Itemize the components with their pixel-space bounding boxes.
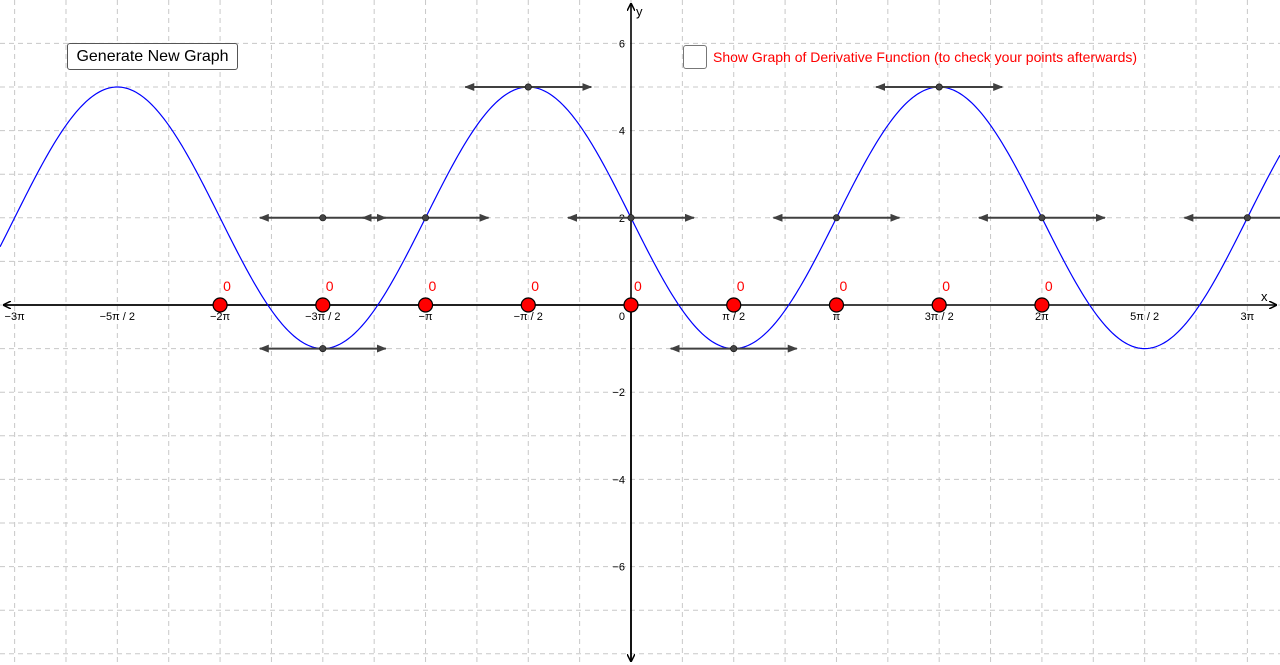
checkbox-box[interactable] [683,45,707,69]
derivative-value-label: 0 [737,278,745,294]
x-tick-label: −2π [210,311,231,323]
x-tick-label: −π / 2 [514,311,543,323]
derivative-point[interactable] [931,297,947,313]
derivative-point[interactable] [1034,297,1050,313]
x-tick-label: −π [419,311,433,323]
derivative-point[interactable] [828,297,845,313]
tangent-point[interactable] [627,214,635,222]
tangent-point[interactable] [730,345,738,353]
tangent-line[interactable] [361,213,490,222]
x-tick-label: π [833,311,841,323]
tangent-line[interactable] [567,213,695,222]
tangent-point[interactable] [832,214,840,222]
show-derivative-label[interactable]: Show Graph of Derivative Function (to ch… [713,49,1138,65]
derivative-value-label: 0 [429,278,437,294]
derivative-point[interactable] [212,297,228,313]
tangent-line[interactable] [772,213,901,222]
function-curve-group [0,86,1280,350]
function-curve [0,86,1280,350]
tangent-point[interactable] [524,83,532,91]
derivative-value-label: 0 [223,278,231,294]
derivative-value-label: 0 [942,278,950,294]
derivative-points[interactable]: 0 0 0 0 0 0 0 0 0 [212,278,1053,313]
x-tick-label: −3π / 2 [305,311,340,323]
x-axis-label: x [1261,289,1268,304]
y-tick-label: −2 [612,387,625,399]
tangent-line[interactable] [258,344,387,353]
derivative-point[interactable] [726,297,742,313]
x-tick-label: 5π / 2 [1130,311,1159,323]
tangent-line[interactable] [464,83,593,91]
x-tick-label: −5π / 2 [100,311,135,323]
x-tick-label: 3π / 2 [925,311,954,323]
derivative-point[interactable] [623,297,639,313]
derivative-point[interactable] [520,297,536,313]
y-tick-label: −4 [612,474,625,486]
x-tick-label: 3π [1241,311,1255,323]
x-tick-label: π / 2 [722,311,745,323]
tangent-line[interactable] [977,213,1106,222]
tangent-line[interactable] [1183,213,1280,222]
derivative-value-label: 0 [326,278,334,294]
tangent-point[interactable] [1243,214,1251,222]
generate-new-graph-button[interactable]: Generate New Graph [67,43,238,70]
tangent-point[interactable] [935,83,943,91]
show-derivative-checkbox[interactable]: Show Graph of Derivative Function (to ch… [683,43,1137,71]
tangent-point[interactable] [1038,214,1046,222]
tangent-point[interactable] [422,214,430,222]
derivative-point[interactable] [417,297,434,313]
tangent-lines[interactable] [258,83,1280,353]
y-tick-label: −6 [612,562,625,574]
tangent-line[interactable] [875,83,1004,91]
derivative-value-label: 0 [839,278,847,294]
x-tick-label: 0 [619,311,625,323]
y-tick-label: 4 [619,126,625,138]
derivative-value-label: 0 [531,278,539,294]
axes: x y −3π −5π / 2 −2π −3π / 2 −π −π / 2 0 π / 2 π 3π … [4,4,1276,661]
derivative-value-label: 0 [1045,278,1053,294]
x-tick-label: 2π [1035,311,1049,323]
tangent-line[interactable] [669,344,798,353]
tangent-point[interactable] [319,214,327,222]
y-axis-label: y [636,4,643,19]
derivative-point[interactable] [315,297,331,313]
derivative-value-label: 0 [634,278,642,294]
y-tick-label: 6 [619,38,625,50]
tangent-point[interactable] [319,345,327,353]
x-tick-label: −3π [5,311,26,323]
